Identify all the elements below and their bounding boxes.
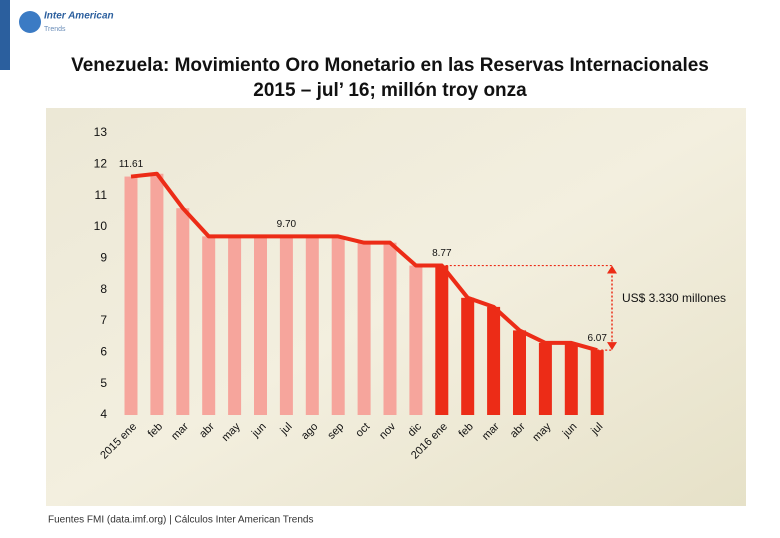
bar (254, 236, 267, 415)
brand-name: Inter American (44, 11, 114, 22)
bar (332, 236, 345, 415)
bar (591, 350, 604, 415)
bar (539, 343, 552, 415)
bar (150, 174, 163, 415)
bar (306, 236, 319, 415)
bar (487, 307, 500, 415)
y-tick-label: 13 (94, 125, 108, 139)
y-tick-label: 6 (100, 345, 107, 359)
y-tick-label: 8 (100, 282, 107, 296)
slide: Inter American Trends Venezuela: Movimie… (0, 0, 780, 533)
y-tick-label: 12 (94, 157, 108, 171)
bar (435, 266, 448, 415)
bar (358, 243, 371, 415)
y-tick-label: 7 (100, 313, 107, 327)
y-tick-label: 10 (94, 219, 108, 233)
chart-subtitle: 2015 – jul’ 16; millón troy onza (253, 80, 527, 101)
value-label: 6.07 (587, 333, 607, 344)
bar (280, 236, 293, 415)
logo-icon (19, 11, 41, 33)
y-tick-label: 5 (100, 376, 107, 390)
bar (202, 236, 215, 415)
y-tick-label: 9 (100, 251, 107, 265)
bar (384, 243, 397, 415)
bar (228, 236, 241, 415)
annotation: US$ 3.330 millones (622, 291, 726, 305)
value-label: 9.70 (277, 219, 297, 230)
bar (513, 330, 526, 415)
y-tick-label: 4 (100, 407, 107, 421)
brand-tagline: Trends (44, 26, 66, 33)
bar (461, 298, 474, 415)
chart-title: Venezuela: Movimiento Oro Monetario en l… (71, 55, 709, 76)
value-label: 8.77 (432, 248, 452, 259)
accent-bar (0, 0, 10, 70)
bar (125, 177, 138, 415)
footer: Fuentes FMI (data.imf.org) | Cálculos In… (48, 515, 313, 526)
bar (176, 208, 189, 415)
value-label: 11.61 (119, 159, 144, 170)
bar (409, 266, 422, 415)
y-tick-label: 11 (95, 188, 108, 202)
bar (565, 343, 578, 415)
